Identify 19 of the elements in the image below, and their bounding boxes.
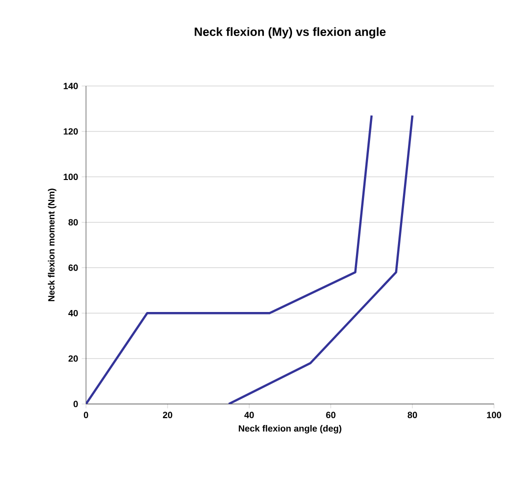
y-tick-label: 0	[74, 400, 78, 408]
x-tick-label: 80	[408, 412, 418, 418]
line-series	[86, 114, 373, 404]
x-tick-label: 20	[162, 412, 172, 418]
y-tick-label: 60	[68, 264, 78, 271]
y-tick-label: 140	[64, 82, 78, 90]
y-tick-label: 40	[68, 310, 78, 316]
x-tick-label: 0	[84, 412, 88, 418]
x-tick-label: 60	[326, 412, 336, 418]
x-axis-title: Neck flexion angle (deg)	[238, 425, 342, 434]
x-tick-label: 40	[244, 412, 254, 418]
y-tick-label: 120	[64, 128, 78, 135]
x-tick-label: 100	[487, 412, 502, 418]
y-tick-label: 100	[64, 174, 78, 180]
chart-title: Neck flexion (My) vs flexion angle	[194, 27, 386, 38]
y-tick-label: 20	[68, 355, 78, 362]
y-axis-title: Neck flexion moment (Nm)	[48, 188, 56, 302]
y-tick-label: 80	[68, 219, 78, 226]
line-series	[228, 114, 414, 404]
